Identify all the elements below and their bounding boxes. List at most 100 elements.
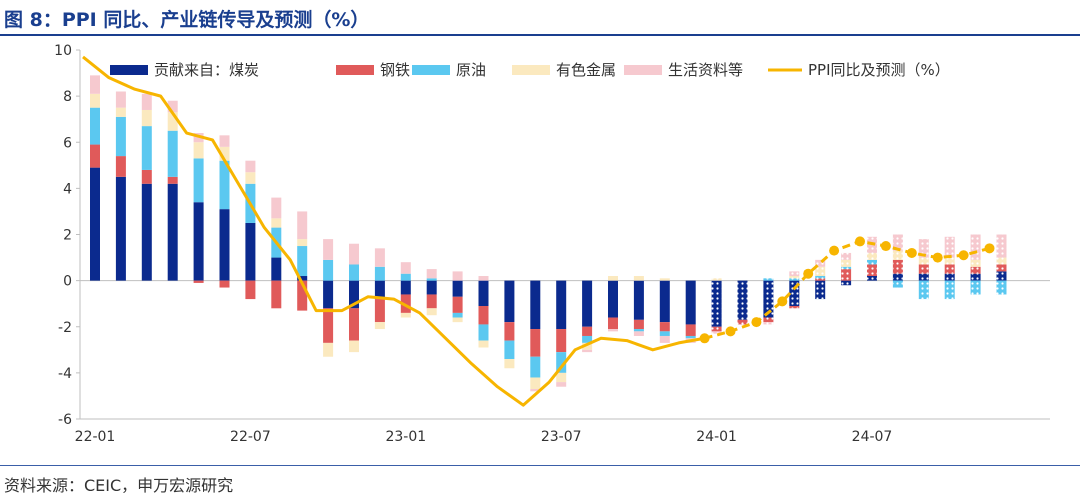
legend-label: 有色金属 xyxy=(556,61,616,79)
source-note: 资料来源：CEIC，申万宏源研究 xyxy=(4,476,234,495)
bar-forecast-dots xyxy=(970,273,981,281)
ppi-forecast-point xyxy=(932,252,943,263)
bar-coal xyxy=(659,280,670,323)
ppi-chart: -6 -4 -2 0 2 4 6 8 10 22-01 22-07 23-01 23-07 24-01 24… xyxy=(54,43,1050,445)
bar-living xyxy=(297,211,308,240)
bar-forecast-dots xyxy=(763,280,774,318)
bar-forecast-dots xyxy=(970,280,981,295)
bar-forecast-dots xyxy=(711,278,722,281)
footer-rule xyxy=(0,465,1080,466)
bar-living xyxy=(245,160,256,173)
bar-forecast-dots xyxy=(763,322,774,325)
bar-forecast-dots xyxy=(789,305,800,309)
bar-forecast-dots xyxy=(789,276,800,279)
x-tick-label: 22-01 xyxy=(75,429,116,445)
bar-coal xyxy=(685,280,696,325)
legend-label: PPI同比及预测（%） xyxy=(808,61,950,79)
bar-forecast-dots xyxy=(918,257,929,265)
bar-coal xyxy=(115,176,126,281)
bar-coal xyxy=(426,280,437,295)
bar-steel xyxy=(426,294,437,309)
bar-steel xyxy=(245,280,256,300)
legend-label: 生活资料等 xyxy=(668,61,743,79)
bar-forecast-dots xyxy=(970,266,981,274)
bar-forecast-dots xyxy=(918,239,929,258)
bar-steel xyxy=(323,308,334,343)
bar-steel xyxy=(115,156,126,177)
ppi-line-forecast xyxy=(704,239,990,340)
ppi-forecast-point xyxy=(699,333,710,344)
bar-steel xyxy=(530,329,541,357)
bar-forecast-dots xyxy=(996,234,1007,258)
bar-living xyxy=(141,93,152,110)
bar-oil xyxy=(167,130,178,177)
legend: 贡献来自：煤炭 钢铁 原油 有色金属 生活资料等 PPI同比及预测（%） xyxy=(110,61,950,79)
ppi-forecast-point xyxy=(829,245,840,256)
bar-forecast-dots xyxy=(892,273,903,281)
bar-steel xyxy=(141,169,152,184)
bar-metal xyxy=(608,276,618,281)
legend-swatch-steel xyxy=(336,65,374,75)
bar-forecast-dots xyxy=(711,280,722,327)
axes: -6 -4 -2 0 2 4 6 8 10 22-01 22-07 23-01 23-07 24-01 24… xyxy=(54,43,1050,445)
bar-coal xyxy=(582,280,593,327)
bar-forecast-dots xyxy=(763,278,774,281)
bar-oil xyxy=(141,126,152,170)
bar-living xyxy=(271,197,282,219)
x-tick-label: 24-01 xyxy=(696,429,737,445)
bar-forecast-dots xyxy=(944,236,955,258)
x-tick-label: 23-07 xyxy=(541,429,582,445)
bar-metal xyxy=(556,372,567,383)
bar-forecast-dots xyxy=(892,250,903,260)
bar-coal xyxy=(167,183,178,281)
bar-living xyxy=(633,331,644,336)
ppi-forecast-point xyxy=(803,268,814,279)
bar-forecast-dots xyxy=(996,264,1007,272)
bar-steel xyxy=(556,329,567,353)
bar-metal xyxy=(478,340,489,348)
bar-metal xyxy=(374,322,385,330)
bar-oil xyxy=(685,335,696,339)
bar-forecast-dots xyxy=(841,280,852,286)
bar-oil xyxy=(582,335,593,343)
bar-living xyxy=(323,239,334,260)
bar-metal xyxy=(323,342,334,357)
bar-forecast-dots xyxy=(867,264,877,277)
legend-label: 原油 xyxy=(456,61,486,79)
bar-forecast-dots xyxy=(892,234,903,251)
bar-metal xyxy=(504,359,515,369)
bar-coal xyxy=(400,280,411,295)
bar-oil xyxy=(504,340,515,360)
bar-coal xyxy=(374,280,385,300)
bar-coal xyxy=(193,202,204,281)
bar-forecast-dots xyxy=(996,257,1007,265)
bar-coal xyxy=(556,280,567,330)
bar-forecast-dots xyxy=(867,276,877,281)
bar-oil xyxy=(115,116,126,157)
y-tick-label: -2 xyxy=(58,320,72,336)
y-tick-label: -6 xyxy=(58,412,72,428)
legend-label: 贡献来自：煤炭 xyxy=(154,61,259,79)
bar-forecast-dots xyxy=(944,280,955,300)
bar-living xyxy=(556,382,567,387)
bar-living xyxy=(452,271,463,281)
bar-oil xyxy=(452,312,463,318)
bar-metal xyxy=(452,317,463,323)
ppi-forecast-point xyxy=(725,326,736,337)
bar-metal xyxy=(426,308,437,316)
bar-oil xyxy=(90,107,100,145)
bar-coal xyxy=(219,209,230,281)
bar-coal xyxy=(323,280,334,309)
bar-forecast-dots xyxy=(918,280,929,300)
bar-oil xyxy=(349,264,359,281)
bar-living xyxy=(90,75,100,94)
bar-oil xyxy=(478,324,489,341)
ppi-forecast-point xyxy=(855,236,865,247)
bar-living xyxy=(659,335,670,343)
ppi-line xyxy=(82,55,995,407)
y-tick-label: 2 xyxy=(63,228,72,244)
bar-forecast-dots xyxy=(841,269,852,281)
bar-coal xyxy=(141,183,152,281)
bars xyxy=(90,75,1007,392)
bar-forecast-dots xyxy=(789,271,800,277)
